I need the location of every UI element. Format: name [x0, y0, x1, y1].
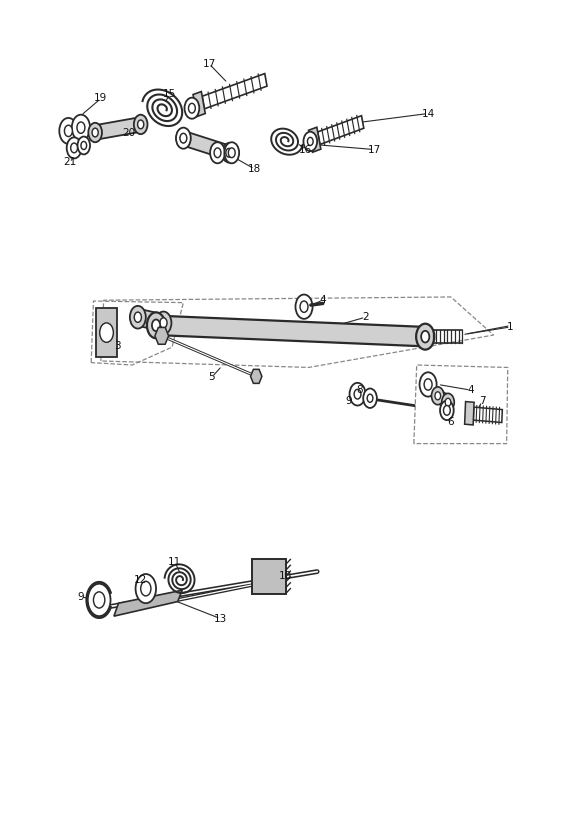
Circle shape: [296, 294, 312, 319]
Polygon shape: [96, 308, 117, 357]
Circle shape: [226, 148, 232, 157]
Text: 2: 2: [362, 312, 369, 322]
Circle shape: [66, 138, 82, 158]
Text: 19: 19: [94, 93, 107, 104]
Polygon shape: [94, 117, 141, 140]
Text: 3: 3: [115, 340, 121, 350]
Polygon shape: [251, 369, 262, 383]
Text: 5: 5: [209, 372, 215, 382]
Circle shape: [424, 379, 432, 390]
Circle shape: [134, 115, 147, 134]
Circle shape: [136, 574, 156, 603]
Text: 20: 20: [123, 128, 136, 138]
Circle shape: [134, 312, 142, 322]
Circle shape: [177, 129, 190, 147]
Circle shape: [88, 583, 111, 616]
Polygon shape: [473, 407, 503, 423]
Circle shape: [141, 581, 151, 596]
Circle shape: [100, 323, 113, 342]
Circle shape: [160, 318, 167, 328]
Circle shape: [78, 137, 90, 154]
Circle shape: [71, 143, 78, 152]
Circle shape: [147, 312, 165, 339]
Circle shape: [416, 324, 434, 349]
Polygon shape: [137, 309, 164, 331]
Circle shape: [363, 388, 377, 408]
Circle shape: [445, 398, 451, 406]
Polygon shape: [156, 316, 426, 346]
Polygon shape: [436, 390, 450, 409]
Circle shape: [59, 118, 78, 144]
Circle shape: [65, 125, 72, 137]
Polygon shape: [252, 559, 286, 594]
Circle shape: [214, 147, 221, 157]
Circle shape: [440, 400, 454, 420]
Circle shape: [420, 372, 437, 396]
Circle shape: [176, 128, 191, 148]
Polygon shape: [193, 91, 205, 116]
Text: 9: 9: [78, 592, 84, 602]
Text: 1: 1: [507, 322, 514, 332]
Text: 12: 12: [134, 574, 147, 585]
Polygon shape: [202, 73, 267, 109]
Circle shape: [180, 133, 187, 143]
Circle shape: [350, 383, 366, 405]
Polygon shape: [318, 115, 364, 144]
Circle shape: [89, 123, 102, 143]
Circle shape: [210, 143, 225, 163]
Circle shape: [77, 122, 85, 133]
Circle shape: [138, 120, 144, 129]
Circle shape: [300, 301, 308, 312]
Circle shape: [93, 592, 105, 608]
Text: 13: 13: [214, 614, 227, 624]
Polygon shape: [465, 401, 474, 425]
Text: 4: 4: [468, 385, 474, 396]
Text: 6: 6: [448, 417, 454, 427]
Circle shape: [72, 115, 90, 141]
Circle shape: [431, 387, 444, 405]
Text: 14: 14: [422, 109, 435, 119]
Text: 15: 15: [163, 90, 175, 100]
Circle shape: [229, 147, 235, 157]
Polygon shape: [308, 127, 321, 152]
Circle shape: [152, 320, 160, 331]
Circle shape: [303, 132, 317, 151]
Text: 9: 9: [345, 396, 352, 406]
Circle shape: [81, 142, 87, 149]
Polygon shape: [182, 131, 230, 160]
Text: 4: 4: [319, 295, 326, 305]
Circle shape: [435, 391, 441, 400]
Text: 8: 8: [356, 385, 363, 396]
Circle shape: [156, 311, 171, 335]
Circle shape: [180, 133, 187, 143]
Text: 17: 17: [367, 144, 381, 155]
Circle shape: [307, 138, 313, 146]
Circle shape: [184, 98, 199, 119]
Text: 21: 21: [63, 157, 76, 167]
Text: 17: 17: [202, 59, 216, 68]
Polygon shape: [155, 327, 168, 344]
Text: 18: 18: [248, 164, 261, 174]
Circle shape: [130, 306, 146, 329]
Circle shape: [354, 389, 361, 399]
Circle shape: [224, 143, 239, 163]
Circle shape: [421, 330, 429, 343]
Text: 16: 16: [299, 144, 312, 155]
Text: 11: 11: [168, 557, 181, 567]
Polygon shape: [114, 590, 182, 616]
Text: 7: 7: [479, 396, 486, 406]
Text: 10: 10: [279, 571, 292, 581]
Circle shape: [442, 393, 454, 411]
Circle shape: [92, 129, 98, 137]
Circle shape: [367, 394, 373, 402]
Circle shape: [444, 405, 450, 415]
Circle shape: [222, 143, 236, 162]
Circle shape: [188, 103, 195, 113]
